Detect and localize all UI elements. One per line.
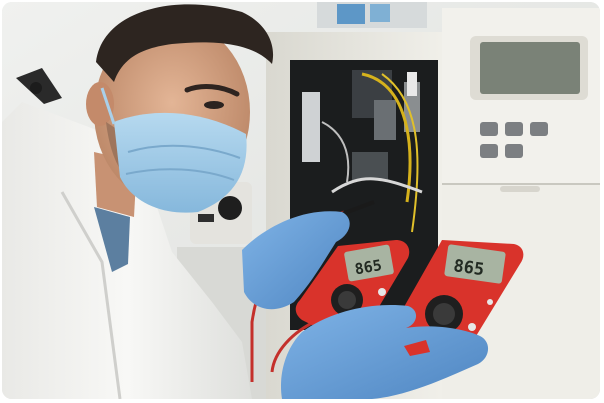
blue-box [337, 4, 365, 24]
photo-frame: 865 865 [2, 2, 600, 399]
analyzer-keypad [480, 122, 548, 158]
meter-left-reading: 865 [353, 256, 383, 278]
right-glove [280, 305, 489, 399]
shirt [94, 207, 130, 272]
microscope-silhouette [16, 68, 62, 104]
analyzer-display [480, 42, 580, 94]
hair [96, 4, 274, 82]
face-mask [114, 112, 247, 213]
multimeter-left: 865 [295, 240, 410, 340]
blue-box-2 [370, 4, 390, 22]
lab-photo: 865 865 [2, 2, 600, 399]
meter-right-reading: 865 [452, 256, 485, 280]
multimeter-right: 865 [394, 240, 524, 354]
technician [2, 4, 274, 399]
left-glove [242, 211, 350, 310]
